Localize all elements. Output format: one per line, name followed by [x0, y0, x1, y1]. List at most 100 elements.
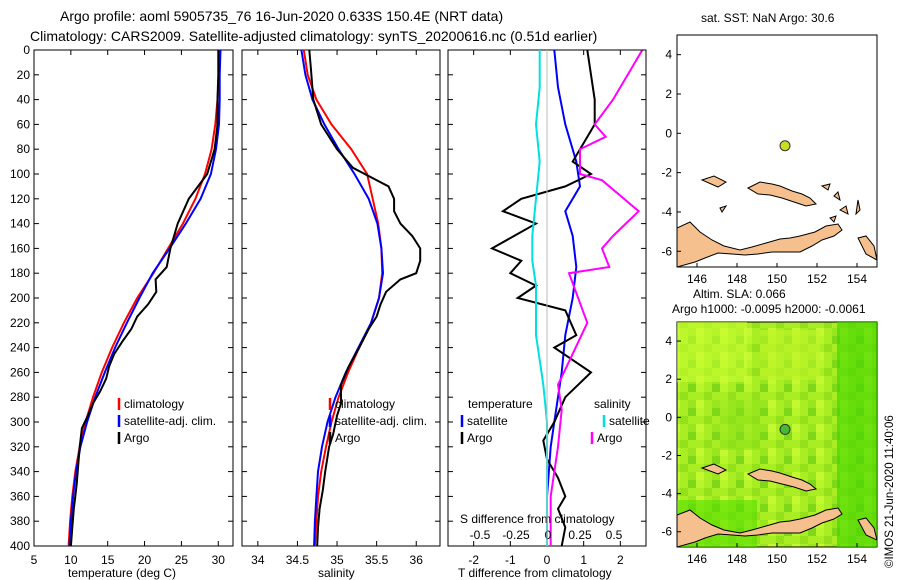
depth-tick-label: 100 [10, 167, 30, 181]
depth-tick-label: 380 [10, 514, 30, 528]
legend-label-t-argo: Argo [467, 431, 493, 445]
legend-label-satellite: satellite-adj. clim. [335, 414, 427, 428]
s-tick-label: -0.5 [470, 528, 491, 542]
series-salinity-argo [549, 50, 644, 546]
salinity-xlabel: salinity [318, 566, 355, 580]
series-temperature-argo [489, 50, 596, 546]
depth-tick-label: 0 [23, 43, 30, 57]
legend-label-argo: Argo [335, 431, 361, 445]
depth-axis-ticks: 0 20 40 60 80 100 120 140 160 180 200 220 240 260 280 3… [10, 43, 30, 553]
temperature-plot-frame [33, 49, 234, 547]
depth-tick-label: 180 [10, 266, 30, 280]
series-argo [308, 50, 422, 546]
x-tick-label: 5 [31, 553, 38, 567]
t-difference-xlabel: T difference from climatology [458, 566, 612, 580]
legend-label-satellite: satellite-adj. clim. [124, 414, 216, 428]
map-y-tick-label: -6 [661, 525, 672, 539]
salinity-panel: 34 34.5 35 35.5 36 salinity climatology sate… [241, 49, 441, 580]
map-y-tick-label: 4 [665, 48, 672, 62]
difference-panel: -2 -1 0 1 2 T difference from climatology S … [447, 49, 650, 580]
title-line-1: Argo profile: aoml 5905735_76 16-Jun-202… [60, 8, 503, 24]
map-x-tick-label: 154 [847, 272, 867, 286]
sla-map-ticks: 146 148 150 152 154 4 2 0 -2 -4 -6 [661, 334, 867, 566]
map-x-tick-label: 150 [767, 552, 787, 566]
difference-lines [489, 50, 644, 546]
depth-tick-label: 140 [10, 217, 30, 231]
x-tick-label: 35.5 [365, 553, 389, 567]
depth-tick-label: 60 [17, 117, 31, 131]
depth-tick-label: 160 [10, 241, 30, 255]
map-x-tick-label: 150 [767, 272, 787, 286]
depth-tick-label: 320 [10, 440, 30, 454]
argo-position-marker [779, 423, 791, 435]
legend-label-argo: Argo [124, 431, 150, 445]
s-tick-label: 0 [545, 528, 552, 542]
map-y-tick-label: -4 [661, 487, 672, 501]
legend-title-salinity: salinity [594, 397, 631, 411]
legend-label-climatology: climatology [124, 397, 184, 411]
map-x-tick-label: 152 [807, 552, 827, 566]
sst-map: sat. SST: NaN Argo: 30.6 146 148 150 152 154… [661, 11, 878, 286]
legend-label-t-satellite: satellite [467, 414, 508, 428]
depth-tick-label: 220 [10, 316, 30, 330]
map-y-tick-label: -6 [661, 244, 672, 258]
temperature-xlabel: temperature (deg C) [68, 566, 176, 580]
salinity-legend: climatology satellite-adj. clim. Argo [328, 397, 427, 445]
map-x-tick-label: 154 [847, 552, 867, 566]
s-tick-label: 0.25 [568, 528, 592, 542]
depth-tick-label: 260 [10, 365, 30, 379]
map-y-tick-label: 4 [665, 334, 672, 348]
x-tick-label: 30 [212, 553, 226, 567]
map-y-tick-label: -2 [661, 166, 672, 180]
temperature-panel: 0 20 40 60 80 100 120 140 160 180 200 220 240 260 280 3… [10, 43, 234, 580]
x-tick-label: 35 [330, 553, 344, 567]
legend-label-climatology: climatology [335, 397, 395, 411]
depth-tick-label: 280 [10, 390, 30, 404]
depth-tick-label: 300 [10, 415, 30, 429]
depth-tick-label: 40 [17, 93, 31, 107]
difference-legend: temperature satellite Argo salinity sate… [460, 397, 650, 445]
map-x-tick-label: 146 [687, 272, 707, 286]
x-tick-label: -2 [468, 553, 479, 567]
sla-map-title: Altim. SLA: 0.066 [693, 287, 786, 301]
legend-label-s-satellite: satellite [609, 414, 650, 428]
map-x-tick-label: 148 [727, 272, 747, 286]
x-tick-label: 2 [617, 553, 624, 567]
title-line-2: Climatology: CARS2009. Satellite-adjuste… [30, 28, 597, 44]
sla-map-field [677, 322, 877, 547]
s-tick-label: -0.25 [502, 528, 530, 542]
legend-label-s-argo: Argo [597, 431, 623, 445]
depth-tick-label: 240 [10, 341, 30, 355]
x-tick-label: 15 [101, 553, 115, 567]
x-tick-label: 34.5 [286, 553, 310, 567]
x-tick-label: 20 [138, 553, 152, 567]
temperature-legend: climatology satellite-adj. clim. Argo [117, 397, 216, 445]
sla-map-subtitle: Argo h1000: -0.0095 h2000: -0.0061 [672, 302, 866, 316]
salinity-plot-frame [241, 49, 441, 547]
depth-tick-label: 400 [10, 539, 30, 553]
depth-tick-label: 200 [10, 291, 30, 305]
map-y-tick-label: -4 [661, 205, 672, 219]
salinity-x-ticks: 34 34.5 35 35.5 36 [251, 50, 423, 567]
sla-map: Altim. SLA: 0.066 Argo h1000: -0.0095 h2… [661, 287, 878, 566]
series-salinity-satellite [531, 50, 548, 546]
map-y-tick-label: -2 [661, 448, 672, 462]
x-tick-label: 10 [64, 553, 78, 567]
map-y-tick-label: 2 [665, 372, 672, 386]
depth-tick-label: 120 [10, 192, 30, 206]
map-x-tick-label: 146 [687, 552, 707, 566]
s-tick-label: 0.5 [606, 528, 623, 542]
series-climatology [67, 50, 221, 546]
s-difference-ticks: -0.5 -0.25 0 0.25 0.5 [470, 528, 623, 542]
sst-map-land [677, 175, 877, 267]
depth-tick-label: 80 [17, 142, 31, 156]
temperature-lines [67, 50, 222, 546]
argo-position-marker [779, 140, 791, 152]
sst-map-title: sat. SST: NaN Argo: 30.6 [701, 11, 835, 25]
x-tick-label: 34 [251, 553, 265, 567]
x-tick-label: 36 [410, 553, 424, 567]
x-tick-label: 1 [580, 553, 587, 567]
series-temperature-satellite [546, 50, 582, 546]
depth-tick-label: 20 [17, 68, 31, 82]
series-argo [69, 50, 220, 546]
